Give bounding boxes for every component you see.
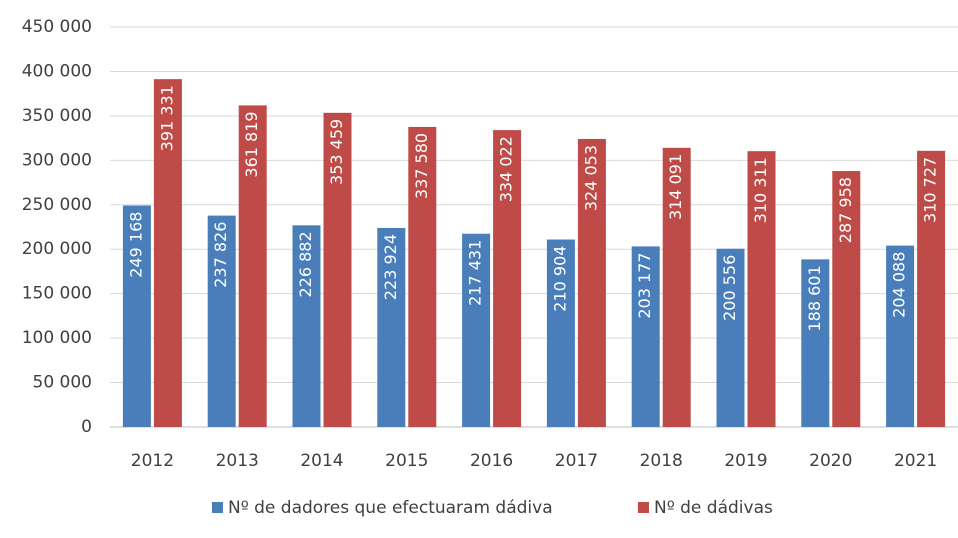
y-tick-label: 450 000	[22, 17, 92, 37]
value-label: 210 904	[550, 246, 569, 312]
bar	[577, 138, 606, 428]
value-label: 249 168	[126, 212, 145, 278]
value-label: 391 331	[157, 85, 176, 151]
x-tick-label: 2012	[131, 451, 174, 471]
value-label: 353 459	[327, 119, 346, 185]
bar	[408, 126, 437, 427]
value-label: 217 431	[466, 240, 485, 306]
legend-swatch	[212, 502, 223, 513]
x-tick-label: 2016	[470, 451, 513, 471]
bar	[377, 227, 406, 427]
value-label: 324 053	[581, 145, 600, 211]
y-tick-label: 300 000	[22, 150, 92, 170]
x-tick-label: 2019	[724, 451, 767, 471]
value-label: 200 556	[720, 255, 739, 321]
bar	[207, 215, 236, 427]
bar	[886, 245, 915, 427]
bar	[292, 225, 321, 427]
bar	[631, 246, 660, 427]
bar	[323, 112, 352, 428]
value-label: 237 826	[211, 222, 230, 288]
value-label: 203 177	[635, 252, 654, 318]
y-tick-label: 0	[81, 417, 92, 437]
y-tick-label: 250 000	[22, 195, 92, 215]
value-label: 314 091	[666, 154, 685, 220]
y-tick-label: 100 000	[22, 328, 92, 348]
value-label: 334 022	[497, 136, 516, 202]
value-label: 337 580	[412, 133, 431, 199]
x-tick-label: 2020	[809, 451, 852, 471]
value-label: 204 088	[890, 252, 909, 318]
bar	[801, 259, 830, 427]
bar	[716, 248, 745, 427]
legend-swatch	[638, 502, 649, 513]
bar	[747, 151, 776, 427]
y-tick-label: 200 000	[22, 239, 92, 259]
value-label: 361 819	[242, 111, 261, 177]
bar	[917, 150, 946, 427]
bar	[546, 239, 575, 427]
y-tick-label: 50 000	[33, 373, 92, 393]
x-tick-label: 2021	[894, 451, 937, 471]
bar	[153, 79, 182, 428]
bar	[122, 205, 151, 427]
y-tick-label: 400 000	[22, 61, 92, 81]
bar	[462, 233, 491, 427]
bar	[662, 147, 691, 428]
value-label: 226 882	[296, 231, 315, 297]
value-label: 287 958	[836, 177, 855, 243]
value-label: 223 924	[381, 234, 400, 300]
x-tick-label: 2013	[216, 451, 259, 471]
value-label: 310 727	[921, 157, 940, 223]
x-tick-label: 2014	[300, 451, 343, 471]
y-tick-label: 150 000	[22, 284, 92, 304]
x-tick-label: 2015	[385, 451, 428, 471]
legend-label: Nº de dadores que efectuaram dádiva	[228, 498, 553, 518]
y-tick-label: 350 000	[22, 106, 92, 126]
value-label: 188 601	[805, 265, 824, 331]
bar	[238, 105, 267, 427]
bar	[832, 171, 861, 427]
value-label: 310 311	[751, 157, 770, 223]
bar	[493, 130, 522, 427]
x-tick-label: 2017	[555, 451, 598, 471]
x-tick-label: 2018	[640, 451, 683, 471]
legend-label: Nº de dádivas	[654, 498, 773, 518]
